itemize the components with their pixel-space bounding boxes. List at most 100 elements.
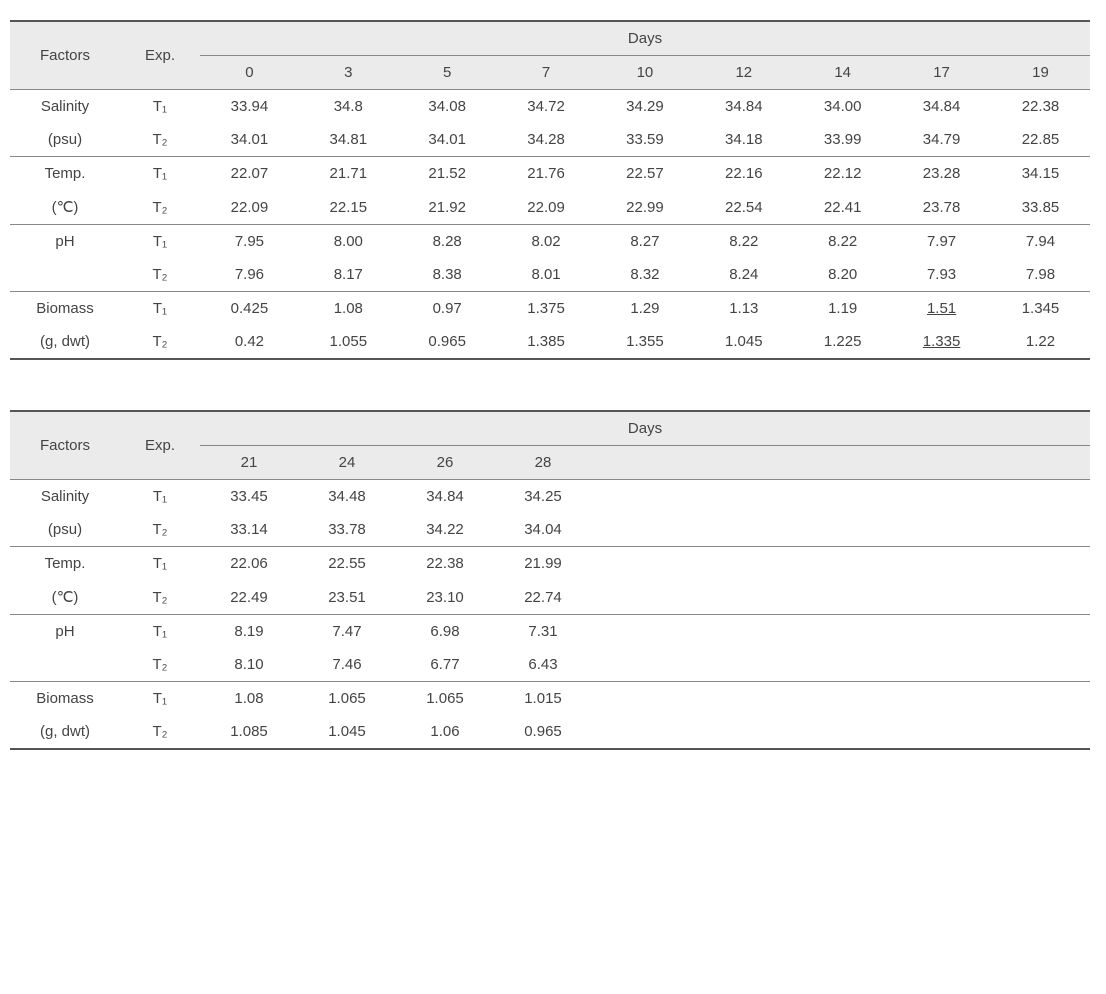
data-table-1: Factors Exp. Days 03571012141719 Salinit… — [10, 20, 1090, 360]
data-cell: 8.27 — [596, 225, 695, 259]
data-cell: 8.00 — [299, 225, 398, 259]
data-cell: 22.49 — [200, 580, 298, 615]
data-cell: 7.95 — [200, 225, 299, 259]
data-cell: 23.10 — [396, 580, 494, 615]
data-cell: 1.015 — [494, 682, 592, 716]
data-cell: 22.99 — [596, 190, 695, 225]
day-col: 0 — [200, 56, 299, 90]
data-table-2: Factors Exp. Days 21242628 SalinityT₁33.… — [10, 410, 1090, 750]
data-cell — [592, 682, 1090, 716]
data-cell: 0.42 — [200, 325, 299, 359]
factor-label: Biomass — [10, 292, 120, 326]
data-cell: 21.92 — [398, 190, 497, 225]
data-cell: 0.425 — [200, 292, 299, 326]
exp-label: T₁ — [120, 682, 200, 716]
day-col: 3 — [299, 56, 398, 90]
data-cell: 7.94 — [991, 225, 1090, 259]
factor-label: (℃) — [10, 580, 120, 615]
data-cell: 22.41 — [793, 190, 892, 225]
data-cell: 1.045 — [298, 715, 396, 749]
data-cell: 34.84 — [892, 90, 991, 124]
data-cell: 0.965 — [494, 715, 592, 749]
data-cell: 7.31 — [494, 615, 592, 649]
factor-label: (g, dwt) — [10, 715, 120, 749]
data-cell: 34.08 — [398, 90, 497, 124]
data-cell: 8.17 — [299, 258, 398, 292]
exp-label: T₂ — [120, 513, 200, 547]
day-col: 14 — [793, 56, 892, 90]
data-cell: 1.065 — [396, 682, 494, 716]
data-cell — [592, 513, 1090, 547]
data-cell: 7.97 — [892, 225, 991, 259]
data-cell: 34.18 — [694, 123, 793, 157]
day-col: 19 — [991, 56, 1090, 90]
data-cell: 21.71 — [299, 157, 398, 191]
data-cell: 6.43 — [494, 648, 592, 682]
data-cell: 7.93 — [892, 258, 991, 292]
data-cell: 21.99 — [494, 547, 592, 581]
data-cell: 1.13 — [694, 292, 793, 326]
data-cell: 22.15 — [299, 190, 398, 225]
day-col: 24 — [298, 446, 396, 480]
data-cell: 22.55 — [298, 547, 396, 581]
data-cell: 34.84 — [694, 90, 793, 124]
exp-label: T₁ — [120, 157, 200, 191]
data-cell: 6.77 — [396, 648, 494, 682]
data-cell: 22.85 — [991, 123, 1090, 157]
data-cell: 22.07 — [200, 157, 299, 191]
data-cell — [592, 648, 1090, 682]
factor-label — [10, 648, 120, 682]
exp-label: T₁ — [120, 480, 200, 514]
day-col: 26 — [396, 446, 494, 480]
factor-label: Biomass — [10, 682, 120, 716]
data-cell: 23.78 — [892, 190, 991, 225]
factor-label — [10, 258, 120, 292]
data-cell: 34.00 — [793, 90, 892, 124]
data-cell — [592, 547, 1090, 581]
data-cell: 8.32 — [596, 258, 695, 292]
col-days: Days — [200, 411, 1090, 446]
data-cell: 22.16 — [694, 157, 793, 191]
col-exp: Exp. — [120, 21, 200, 90]
exp-label: T₂ — [120, 715, 200, 749]
data-cell: 8.01 — [497, 258, 596, 292]
factor-label: (psu) — [10, 513, 120, 547]
data-cell: 1.19 — [793, 292, 892, 326]
data-cell: 22.12 — [793, 157, 892, 191]
exp-label: T₁ — [120, 292, 200, 326]
data-cell: 1.29 — [596, 292, 695, 326]
data-cell: 1.385 — [497, 325, 596, 359]
day-col-empty — [592, 446, 1090, 480]
data-cell: 7.98 — [991, 258, 1090, 292]
data-cell: 7.47 — [298, 615, 396, 649]
data-cell: 8.22 — [793, 225, 892, 259]
data-cell: 8.02 — [497, 225, 596, 259]
exp-label: T₂ — [120, 648, 200, 682]
data-cell — [592, 580, 1090, 615]
data-cell: 34.79 — [892, 123, 991, 157]
exp-label: T₁ — [120, 225, 200, 259]
data-cell: 1.335 — [892, 325, 991, 359]
exp-label: T₂ — [120, 123, 200, 157]
data-cell: 34.72 — [497, 90, 596, 124]
data-cell: 22.38 — [396, 547, 494, 581]
data-cell: 34.28 — [497, 123, 596, 157]
data-cell: 23.28 — [892, 157, 991, 191]
day-col: 12 — [694, 56, 793, 90]
day-col: 17 — [892, 56, 991, 90]
data-cell: 22.09 — [200, 190, 299, 225]
data-cell: 1.355 — [596, 325, 695, 359]
col-factors: Factors — [10, 411, 120, 480]
day-col: 7 — [497, 56, 596, 90]
data-cell: 34.29 — [596, 90, 695, 124]
exp-label: T₂ — [120, 258, 200, 292]
data-cell — [592, 615, 1090, 649]
factor-label: Temp. — [10, 547, 120, 581]
data-cell: 1.085 — [200, 715, 298, 749]
factor-label: Salinity — [10, 90, 120, 124]
data-cell: 22.74 — [494, 580, 592, 615]
data-cell: 23.51 — [298, 580, 396, 615]
data-cell — [592, 715, 1090, 749]
day-col: 10 — [596, 56, 695, 90]
data-cell: 1.51 — [892, 292, 991, 326]
